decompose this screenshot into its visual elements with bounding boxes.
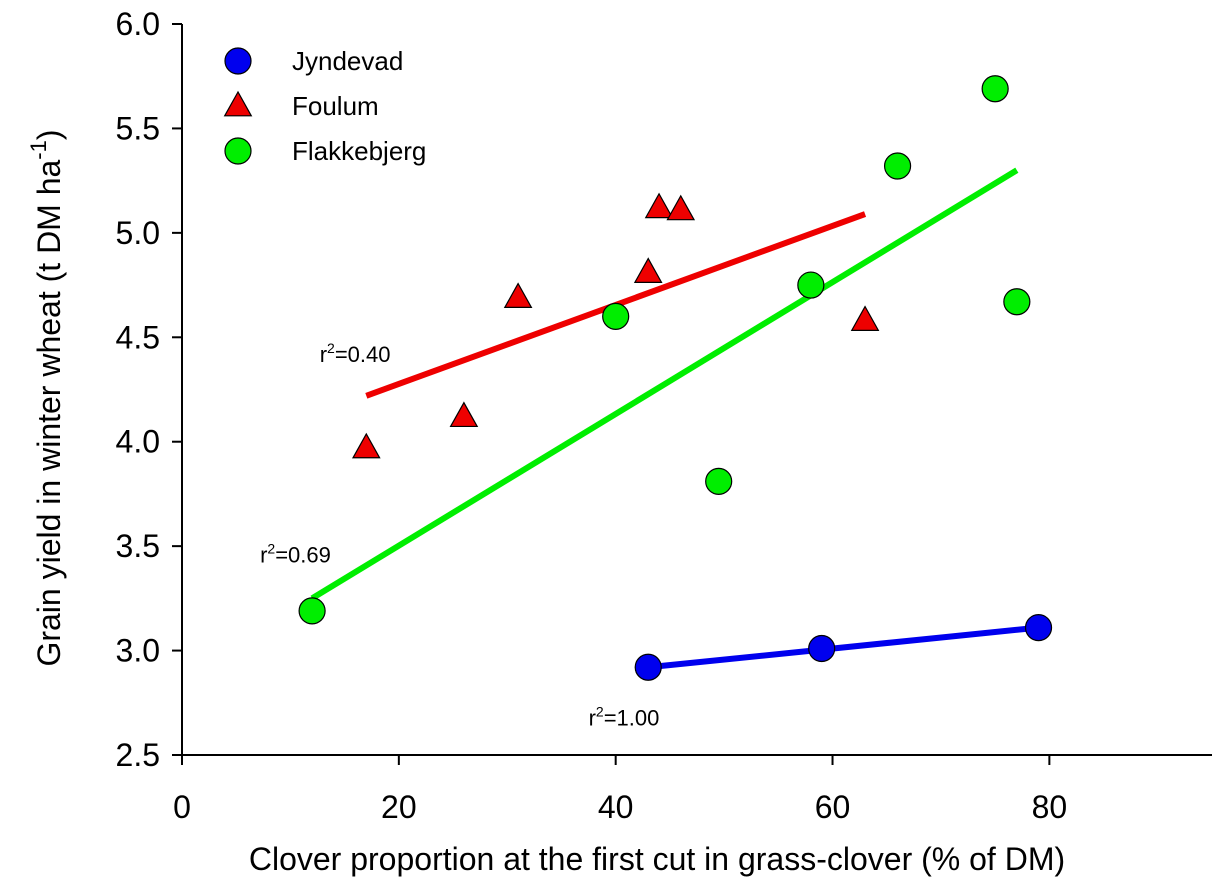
legend-label: Jyndevad bbox=[292, 46, 403, 76]
y-tick-label: 3.5 bbox=[116, 528, 160, 564]
axes: 0 20 40 60 80 2.5 3.0 3.5 4.0 4.5 5.0 5.5 6.0 bbox=[116, 6, 1212, 825]
data-point bbox=[797, 271, 825, 299]
legend-label: Foulum bbox=[292, 91, 379, 121]
x-tick-label: 80 bbox=[1032, 789, 1068, 825]
legend-item: Flakkebjerg bbox=[224, 136, 426, 166]
data-point bbox=[808, 634, 836, 663]
x-tick-label: 0 bbox=[173, 789, 191, 825]
data-point bbox=[850, 305, 880, 331]
y-tick-label: 2.5 bbox=[116, 737, 160, 773]
regression-lines bbox=[310, 167, 1039, 671]
y-tick-label: 5.5 bbox=[116, 110, 160, 146]
x-tick-label: 60 bbox=[815, 789, 851, 825]
legend-item: Foulum bbox=[223, 90, 379, 121]
data-point bbox=[634, 653, 662, 681]
data-point bbox=[1024, 613, 1053, 642]
data-point bbox=[705, 467, 733, 495]
x-tick-label: 40 bbox=[598, 789, 634, 825]
legend-marker bbox=[223, 90, 253, 117]
y-tick-label: 3.0 bbox=[116, 633, 160, 669]
y-tick-label: 4.5 bbox=[116, 319, 160, 355]
data-point bbox=[633, 257, 663, 283]
y-tick-label: 5.0 bbox=[116, 215, 160, 251]
data-points bbox=[298, 75, 1053, 681]
y-axis-title: Grain yield in winter wheat (t DM ha-1) bbox=[26, 129, 67, 666]
legend-marker bbox=[224, 47, 252, 75]
data-point bbox=[503, 282, 533, 309]
data-point bbox=[1003, 288, 1031, 316]
y-tick-label: 4.0 bbox=[116, 424, 160, 460]
fit-line bbox=[647, 624, 1039, 671]
data-point bbox=[449, 401, 479, 428]
data-point bbox=[666, 194, 696, 221]
r-squared-labels: r2=1.00 r2=0.40 r2=0.69 bbox=[260, 340, 659, 730]
r-squared-label: r2=0.40 bbox=[320, 340, 391, 367]
x-tick-label: 20 bbox=[381, 789, 417, 825]
legend-item: Jyndevad bbox=[224, 46, 403, 76]
legend-marker bbox=[224, 137, 252, 165]
fit-line bbox=[310, 167, 1019, 601]
data-point bbox=[644, 192, 674, 219]
data-point bbox=[351, 432, 381, 459]
legend-label: Flakkebjerg bbox=[292, 136, 426, 166]
data-point bbox=[981, 75, 1009, 103]
x-axis-title: Clover proportion at the first cut in gr… bbox=[249, 841, 1065, 877]
data-point bbox=[883, 152, 912, 180]
legend: Jyndevad Foulum Flakkebjerg bbox=[223, 46, 426, 166]
data-point bbox=[298, 597, 326, 625]
r-squared-label: r2=0.69 bbox=[260, 540, 331, 567]
y-tick-label: 6.0 bbox=[116, 6, 160, 42]
data-point bbox=[602, 302, 630, 330]
r-squared-label: r2=1.00 bbox=[589, 703, 660, 730]
